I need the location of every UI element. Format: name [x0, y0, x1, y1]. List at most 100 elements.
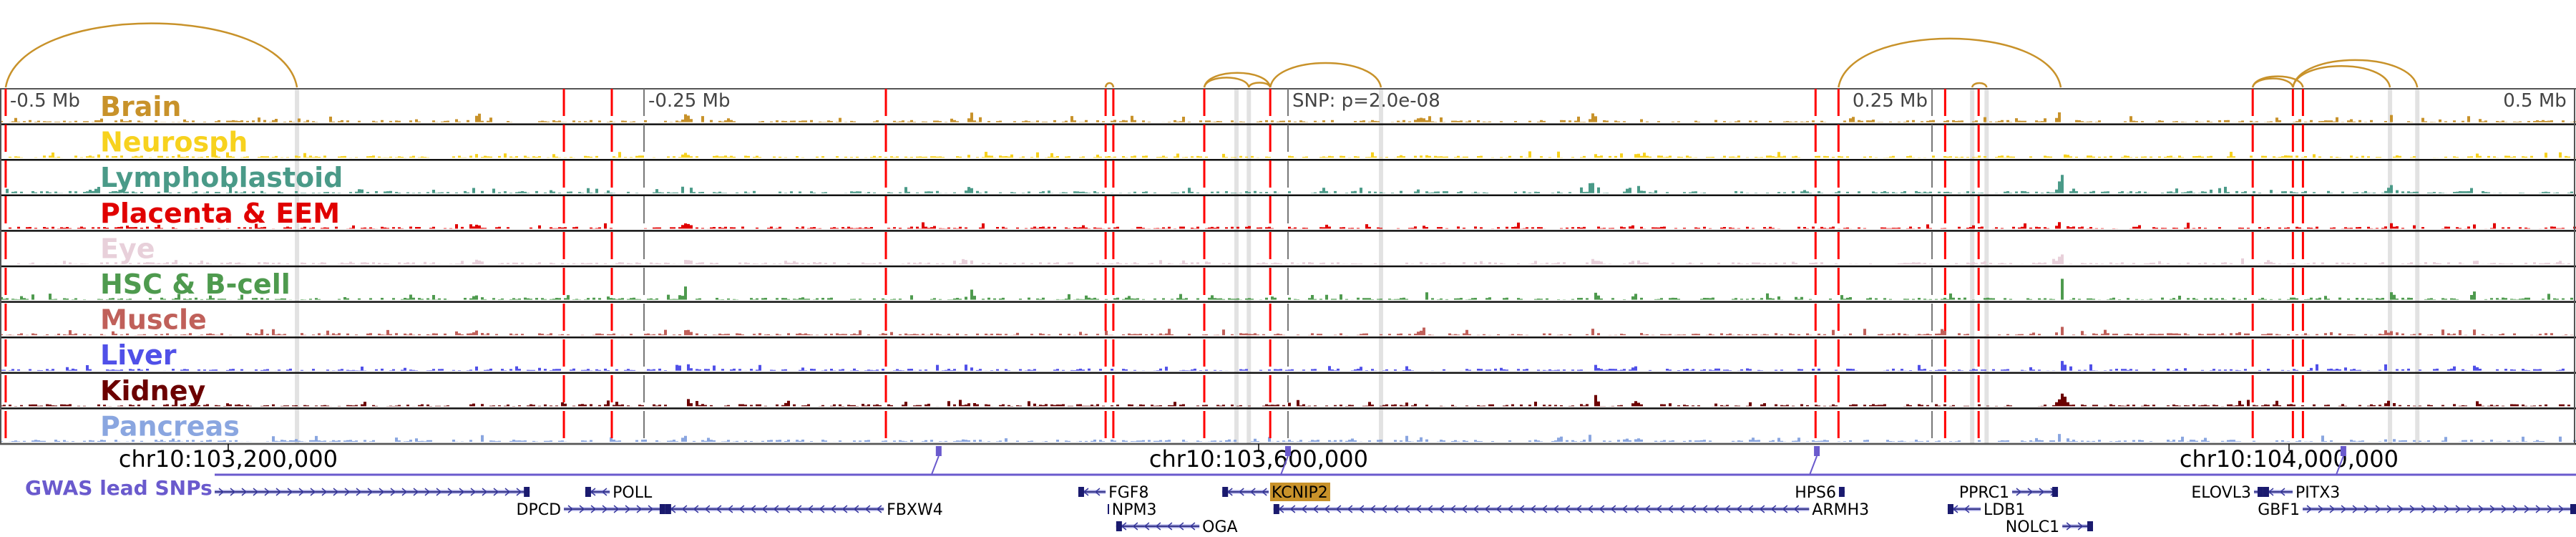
gene-gbf1: GBF1: [2258, 501, 2576, 519]
loop-arc: [2292, 65, 2391, 88]
gene-label: KCNIP2: [1272, 484, 1328, 502]
snp-connector: [1809, 455, 1818, 475]
gwas-track: GWAS lead SNPs: [25, 446, 2576, 500]
track-lymphoblastoid: [6, 175, 2573, 193]
gwas-track-label: GWAS lead SNPs: [25, 476, 213, 500]
track-label: Lymphoblastoid: [100, 162, 343, 193]
gene-pitx3: PITX3: [2263, 484, 2340, 502]
track-labels: Brain Neurosph Lymphoblastoid Placenta & EE…: [100, 91, 343, 442]
exon-block: [1947, 504, 1953, 514]
signal-bars: [0, 112, 2576, 122]
snp-connector: [1280, 455, 1289, 475]
loop-arc: [1838, 37, 2062, 88]
strand-arrow-icon: [2066, 522, 2084, 531]
track-eye: [17, 254, 2570, 264]
gene-poll: POLL: [585, 484, 653, 502]
track-placenta-eem: [9, 222, 2576, 229]
track-label: Brain: [100, 91, 181, 122]
gene-unnamed: [215, 487, 530, 497]
signal-bars: [0, 361, 2565, 371]
gene-label: OGA: [1202, 518, 1237, 536]
snp-marker: [2340, 446, 2346, 456]
strand-arrow-icon: [567, 505, 654, 513]
track-label: Eye: [100, 233, 155, 264]
gene-label: LDB1: [1984, 501, 2025, 519]
signal-bars: [0, 279, 2573, 300]
exon-block: [2052, 487, 2059, 497]
snp-marker: [935, 446, 942, 456]
strand-arrow-icon: [2016, 488, 2057, 496]
exon-block: [524, 487, 530, 497]
exon-block: [1222, 487, 1229, 497]
exon-block: [2263, 487, 2269, 497]
gene-label: FGF8: [1108, 484, 1148, 502]
signal-bars: [9, 222, 2576, 229]
strand-arrow-icon: [2306, 505, 2565, 513]
gene-oga: OGA: [1116, 518, 1238, 536]
gene-pprc1: PPRC1: [1959, 484, 2059, 502]
loop-arc: [1971, 82, 1988, 88]
gene-label: NOLC1: [2006, 518, 2059, 536]
exon-block: [659, 504, 665, 514]
loop-arc: [1269, 62, 1382, 88]
signal-bars: [0, 326, 2573, 336]
gene-label: GBF1: [2258, 501, 2300, 519]
gene-nolc1: NOLC1: [2006, 518, 2093, 536]
exon-block: [585, 487, 591, 497]
exon-block: [1116, 521, 1122, 531]
signal-bars: [6, 175, 2573, 193]
gene-dpcd: DPCD: [517, 501, 665, 519]
axis-tick-label: chr10:104,000,000: [2180, 445, 2399, 473]
exon-block: [665, 504, 671, 514]
gene-elovl3: ELOVL3: [2191, 484, 2263, 502]
gene-label: PPRC1: [1959, 484, 2009, 502]
track-label: Pancreas: [100, 410, 240, 442]
marker-lines: [4, 89, 2304, 444]
track-neurosph: [9, 151, 2576, 158]
gene-label: POLL: [613, 484, 653, 502]
gene-label: ELOVL3: [2191, 484, 2251, 502]
exon-block: [1838, 487, 1845, 497]
exon-block: [1108, 504, 1109, 514]
gene-highlight: [1270, 483, 1330, 501]
snp-connector: [2335, 455, 2344, 475]
signal-bars: [0, 434, 2576, 442]
track-pancreas: [0, 434, 2576, 442]
loop-arc: [1203, 72, 1272, 88]
snp-connector: [930, 455, 940, 475]
strand-arrow-icon: [218, 488, 522, 496]
gene-ldb1: LDB1: [1947, 501, 2025, 519]
offset-label: -0.5 Mb: [10, 90, 80, 112]
coordinate-axis: chr10:103,200,000 chr10:103,600,000 chr10:…: [119, 444, 2399, 473]
gene-hps6: HPS6: [1795, 484, 1845, 502]
gene-armh3: ARMH3: [1273, 501, 1869, 519]
gene-label: PITX3: [2296, 484, 2340, 502]
offset-label: -0.25 Mb: [648, 90, 730, 112]
track-brain: [0, 112, 2576, 122]
gene-fgf8: FGF8: [1078, 484, 1148, 502]
loop-arc: [2251, 75, 2304, 88]
gene-label: DPCD: [517, 501, 562, 519]
gene-label: NPM3: [1112, 501, 1157, 519]
offset-label: 0.25 Mb: [1853, 90, 1928, 112]
gene-fbxw4: FBXW4: [665, 501, 943, 519]
offset-labels: -0.5 Mb -0.25 Mb SNP: p=2.0e-08 0.25 Mb 0.5 …: [10, 90, 2567, 112]
track-label: Muscle: [100, 304, 207, 336]
track-label: HSC & B-cell: [100, 268, 291, 300]
signal-bars: [0, 393, 2570, 407]
track-label: Placenta & EEM: [100, 198, 340, 229]
offset-label: 0.5 Mb: [2503, 90, 2567, 112]
track-label: Kidney: [100, 375, 205, 407]
track-liver: [0, 361, 2565, 371]
gene-kcnip2: KCNIP2: [1222, 483, 1330, 502]
track-muscle: [0, 326, 2573, 336]
exon-block: [2087, 521, 2093, 531]
exon-block: [1078, 487, 1084, 497]
offset-label: SNP: p=2.0e-08: [1292, 90, 1440, 112]
axis-tick-label: chr10:103,200,000: [119, 445, 338, 473]
track-kidney: [0, 393, 2570, 407]
snp-marker: [1814, 446, 1820, 456]
loop-arc: [1248, 82, 1272, 88]
